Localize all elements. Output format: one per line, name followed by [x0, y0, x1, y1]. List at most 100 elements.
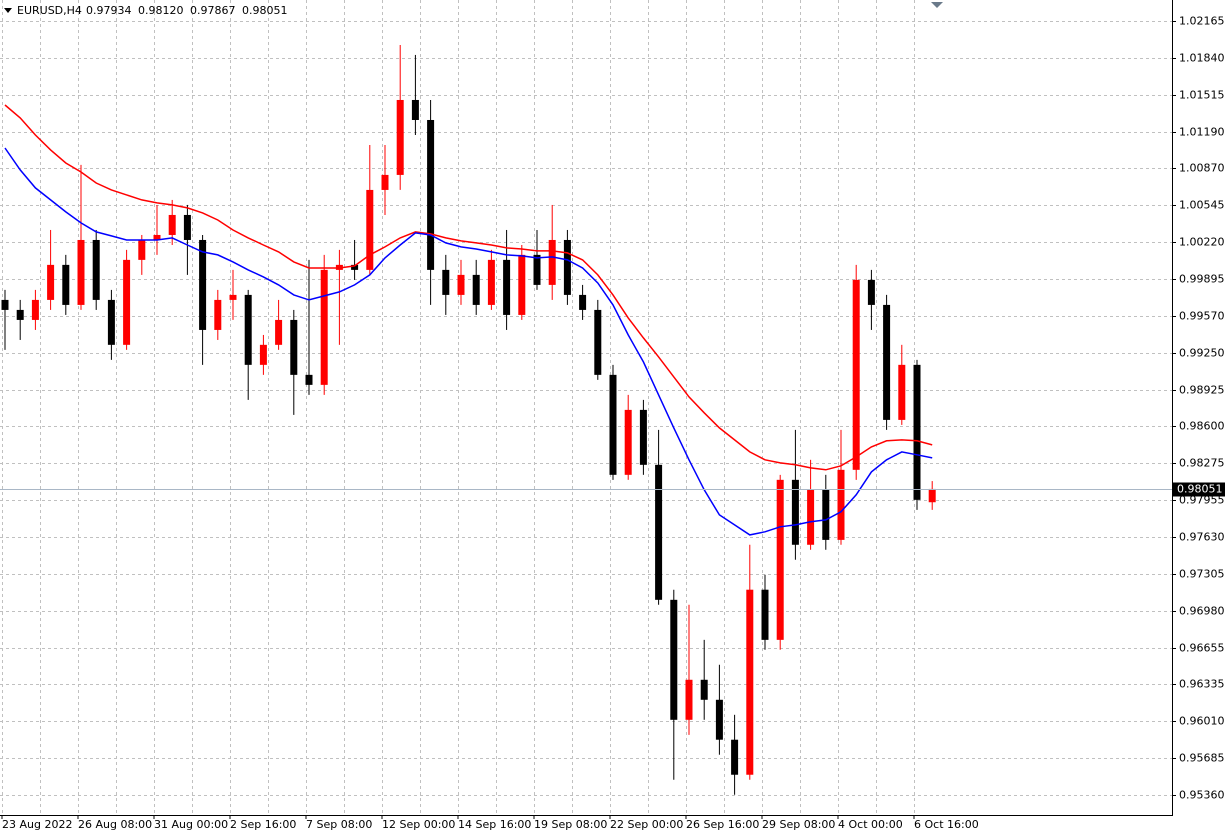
plot — [1, 45, 936, 795]
y-tick-label: 1.01840 — [1179, 52, 1225, 65]
y-tick-label: 1.02165 — [1179, 15, 1225, 28]
price-tag-label: 0.98051 — [1177, 483, 1223, 496]
candle-body — [366, 189, 374, 270]
candle-body — [715, 699, 723, 740]
candle-body — [670, 599, 678, 720]
candle-body — [624, 409, 632, 475]
candle-body — [214, 299, 222, 330]
candle-body — [487, 259, 495, 305]
candle-body — [563, 239, 571, 295]
y-tick-label: 1.00870 — [1179, 162, 1225, 175]
symbol: EURUSD,H4 — [17, 4, 82, 17]
y-tick-label: 0.96655 — [1179, 642, 1225, 655]
candle-body — [609, 374, 617, 475]
y-tick-label: 0.97305 — [1179, 568, 1225, 581]
candle-body — [761, 589, 769, 640]
header: EURUSD,H4 0.97934 0.98120 0.97867 0.98051 — [17, 4, 288, 17]
x-tick-label: 2 Sep 16:00 — [230, 818, 296, 831]
candle-body — [594, 309, 602, 375]
candle-body — [639, 409, 647, 465]
grid — [0, 0, 1172, 815]
candle-body — [199, 239, 207, 330]
x-tick-label: 22 Sep 00:00 — [610, 818, 683, 831]
candle-body — [47, 264, 55, 300]
candle-body — [16, 309, 24, 320]
shift-marker — [931, 2, 943, 8]
y-tick-label: 0.98925 — [1179, 384, 1225, 397]
candle-body — [472, 274, 480, 305]
x-tick-label: 7 Sep 08:00 — [306, 818, 372, 831]
candle-body — [168, 214, 176, 235]
x-tick-label: 19 Sep 08:00 — [534, 818, 607, 831]
price-tag — [1173, 482, 1225, 497]
x-tick-label: 26 Sep 16:00 — [686, 818, 759, 831]
candle-body — [229, 294, 237, 300]
y-tick-label: 0.97955 — [1179, 494, 1225, 507]
y-tick-label: 1.01515 — [1179, 89, 1225, 102]
candle-body — [791, 479, 799, 545]
candle-body — [518, 254, 526, 315]
y-tick-label: 0.97630 — [1179, 531, 1225, 544]
ohlc-value: 0.98051 — [242, 4, 288, 17]
candle-body — [153, 234, 161, 240]
candle-body — [411, 99, 419, 120]
candle-body — [867, 279, 875, 305]
candle-body — [290, 319, 298, 375]
candle-body — [548, 239, 556, 285]
candle-body — [396, 99, 404, 175]
y-tick-label: 0.98600 — [1179, 420, 1225, 433]
candle-body — [579, 294, 587, 310]
candle-body — [731, 739, 739, 775]
y-tick-label: 1.00545 — [1179, 199, 1225, 212]
candle-body — [123, 259, 131, 345]
candle-body — [533, 254, 541, 285]
candle-body — [320, 269, 328, 385]
candle-body — [183, 214, 191, 240]
y-tick-label: 0.99895 — [1179, 273, 1225, 286]
x-tick-label: 4 Oct 00:00 — [838, 818, 903, 831]
menu-arrow[interactable] — [4, 8, 12, 13]
candle-body — [1, 299, 9, 310]
y-tick-label: 0.98275 — [1179, 457, 1225, 470]
y-tick-label: 0.95360 — [1179, 789, 1225, 802]
candle-body — [898, 364, 906, 420]
candle-body — [852, 279, 860, 470]
candle-body — [305, 374, 313, 385]
candle-body — [275, 319, 283, 345]
x-tick-label: 14 Sep 16:00 — [458, 818, 531, 831]
candle-body — [746, 589, 754, 775]
candle-body — [807, 489, 815, 545]
candle-body — [138, 239, 146, 260]
ohlc-value: 0.97934 — [86, 4, 132, 17]
candle-body — [31, 299, 39, 320]
candle-body — [913, 364, 921, 500]
candle-body — [883, 304, 891, 420]
candle-body — [503, 259, 511, 315]
x-tick-label: 6 Oct 16:00 — [914, 818, 979, 831]
y-tick-label: 0.95685 — [1179, 752, 1225, 765]
candle-body — [776, 479, 784, 640]
candle-body — [92, 239, 100, 300]
candle-body — [351, 264, 359, 270]
candle-body — [77, 239, 85, 305]
candle-body — [457, 274, 465, 295]
candle-body — [822, 489, 830, 540]
candle-body — [381, 174, 389, 190]
y-tick-label: 1.00220 — [1179, 236, 1225, 249]
x-tick-label: 29 Sep 08:00 — [762, 818, 835, 831]
moving-average — [4, 147, 933, 536]
candle-body — [62, 264, 70, 305]
y-tick-label: 0.96980 — [1179, 605, 1225, 618]
candle-body — [427, 119, 435, 270]
y-tick-label: 0.96335 — [1179, 678, 1225, 691]
candle-body — [928, 488, 936, 503]
candle-body — [107, 299, 115, 345]
x-tick-label: 26 Aug 08:00 — [78, 818, 152, 831]
candle-body — [244, 294, 252, 365]
moving-average — [4, 104, 933, 471]
y-tick-label: 0.99570 — [1179, 310, 1225, 323]
x-tick-label: 12 Sep 00:00 — [382, 818, 455, 831]
ohlc-value: 0.97867 — [190, 4, 236, 17]
